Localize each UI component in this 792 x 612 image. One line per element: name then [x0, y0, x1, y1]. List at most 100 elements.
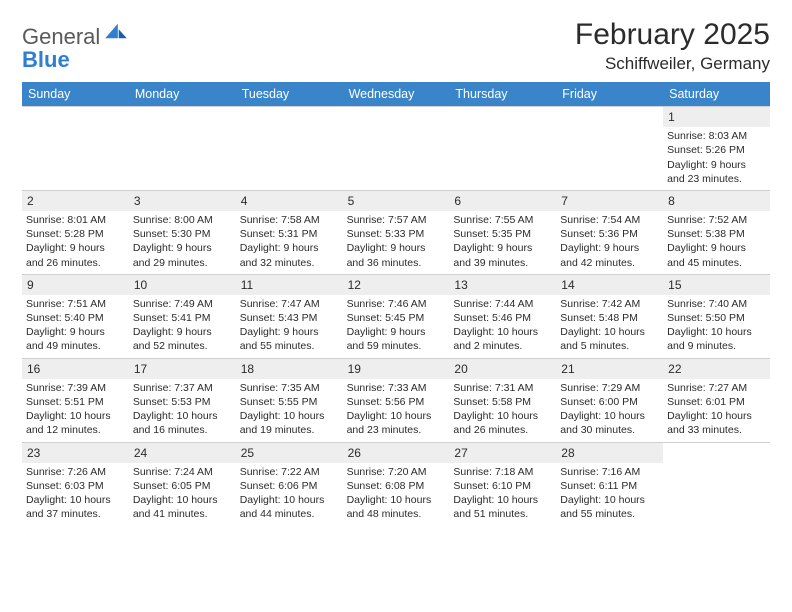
sunrise-text: Sunrise: 7:39 AM [26, 381, 125, 395]
month-title: February 2025 [575, 18, 770, 52]
sunrise-text: Sunrise: 7:29 AM [560, 381, 659, 395]
sunrise-text: Sunrise: 7:26 AM [26, 465, 125, 479]
calendar-cell: 4Sunrise: 7:58 AMSunset: 5:31 PMDaylight… [236, 190, 343, 274]
day-info: Sunrise: 7:35 AMSunset: 5:55 PMDaylight:… [240, 381, 339, 438]
day-number: 16 [22, 359, 129, 379]
day-number: 8 [663, 191, 770, 211]
calendar-cell: 19Sunrise: 7:33 AMSunset: 5:56 PMDayligh… [343, 358, 450, 442]
daylight-text: Daylight: 10 hours and 37 minutes. [26, 493, 125, 521]
day-number: 5 [343, 191, 450, 211]
calendar-cell: 9Sunrise: 7:51 AMSunset: 5:40 PMDaylight… [22, 274, 129, 358]
calendar-cell [129, 106, 236, 190]
sunset-text: Sunset: 5:30 PM [133, 227, 232, 241]
day-info: Sunrise: 7:49 AMSunset: 5:41 PMDaylight:… [133, 297, 232, 354]
sunset-text: Sunset: 6:05 PM [133, 479, 232, 493]
day-number: 18 [236, 359, 343, 379]
calendar-cell [663, 442, 770, 526]
day-number: 3 [129, 191, 236, 211]
daylight-text: Daylight: 10 hours and 19 minutes. [240, 409, 339, 437]
day-number: 13 [449, 275, 556, 295]
daylight-text: Daylight: 10 hours and 16 minutes. [133, 409, 232, 437]
day-number: 23 [22, 443, 129, 463]
weekday-label: Tuesday [236, 82, 343, 106]
daylight-text: Daylight: 10 hours and 12 minutes. [26, 409, 125, 437]
sunrise-text: Sunrise: 7:47 AM [240, 297, 339, 311]
sunrise-text: Sunrise: 7:54 AM [560, 213, 659, 227]
daylight-text: Daylight: 9 hours and 45 minutes. [667, 241, 766, 269]
sunset-text: Sunset: 6:01 PM [667, 395, 766, 409]
day-info: Sunrise: 7:20 AMSunset: 6:08 PMDaylight:… [347, 465, 446, 522]
day-info: Sunrise: 7:46 AMSunset: 5:45 PMDaylight:… [347, 297, 446, 354]
day-info: Sunrise: 7:54 AMSunset: 5:36 PMDaylight:… [560, 213, 659, 270]
calendar-cell: 16Sunrise: 7:39 AMSunset: 5:51 PMDayligh… [22, 358, 129, 442]
sunset-text: Sunset: 5:26 PM [667, 143, 766, 157]
weekday-label: Wednesday [343, 82, 450, 106]
sunset-text: Sunset: 5:45 PM [347, 311, 446, 325]
sunrise-text: Sunrise: 8:00 AM [133, 213, 232, 227]
day-info: Sunrise: 7:39 AMSunset: 5:51 PMDaylight:… [26, 381, 125, 438]
sunrise-text: Sunrise: 7:20 AM [347, 465, 446, 479]
calendar-cell: 20Sunrise: 7:31 AMSunset: 5:58 PMDayligh… [449, 358, 556, 442]
day-info: Sunrise: 7:40 AMSunset: 5:50 PMDaylight:… [667, 297, 766, 354]
weekday-label: Friday [556, 82, 663, 106]
day-info: Sunrise: 7:44 AMSunset: 5:46 PMDaylight:… [453, 297, 552, 354]
daylight-text: Daylight: 10 hours and 2 minutes. [453, 325, 552, 353]
day-info: Sunrise: 8:00 AMSunset: 5:30 PMDaylight:… [133, 213, 232, 270]
sunset-text: Sunset: 6:08 PM [347, 479, 446, 493]
weekday-label: Monday [129, 82, 236, 106]
daylight-text: Daylight: 10 hours and 33 minutes. [667, 409, 766, 437]
logo-word-2: Blue [22, 47, 70, 72]
calendar-cell: 26Sunrise: 7:20 AMSunset: 6:08 PMDayligh… [343, 442, 450, 526]
day-number: 4 [236, 191, 343, 211]
calendar-cell: 5Sunrise: 7:57 AMSunset: 5:33 PMDaylight… [343, 190, 450, 274]
sunrise-text: Sunrise: 8:03 AM [667, 129, 766, 143]
sunset-text: Sunset: 5:51 PM [26, 395, 125, 409]
day-number: 24 [129, 443, 236, 463]
day-info: Sunrise: 7:42 AMSunset: 5:48 PMDaylight:… [560, 297, 659, 354]
sunrise-text: Sunrise: 7:35 AM [240, 381, 339, 395]
sunset-text: Sunset: 5:35 PM [453, 227, 552, 241]
day-number: 11 [236, 275, 343, 295]
sunset-text: Sunset: 5:31 PM [240, 227, 339, 241]
calendar-cell [556, 106, 663, 190]
day-number: 17 [129, 359, 236, 379]
sunrise-text: Sunrise: 7:44 AM [453, 297, 552, 311]
day-number: 2 [22, 191, 129, 211]
day-info: Sunrise: 7:18 AMSunset: 6:10 PMDaylight:… [453, 465, 552, 522]
calendar-cell: 14Sunrise: 7:42 AMSunset: 5:48 PMDayligh… [556, 274, 663, 358]
day-number: 22 [663, 359, 770, 379]
daylight-text: Daylight: 10 hours and 44 minutes. [240, 493, 339, 521]
sunset-text: Sunset: 5:33 PM [347, 227, 446, 241]
daylight-text: Daylight: 9 hours and 42 minutes. [560, 241, 659, 269]
sunset-text: Sunset: 5:28 PM [26, 227, 125, 241]
sunset-text: Sunset: 5:38 PM [667, 227, 766, 241]
calendar-cell [449, 106, 556, 190]
sunset-text: Sunset: 5:56 PM [347, 395, 446, 409]
daylight-text: Daylight: 10 hours and 9 minutes. [667, 325, 766, 353]
day-number: 10 [129, 275, 236, 295]
header-row: General Blue February 2025 Schiffweiler,… [22, 18, 770, 74]
sunrise-text: Sunrise: 8:01 AM [26, 213, 125, 227]
location-label: Schiffweiler, Germany [575, 54, 770, 74]
daylight-text: Daylight: 10 hours and 26 minutes. [453, 409, 552, 437]
daylight-text: Daylight: 9 hours and 39 minutes. [453, 241, 552, 269]
sunrise-text: Sunrise: 7:55 AM [453, 213, 552, 227]
daylight-text: Daylight: 10 hours and 48 minutes. [347, 493, 446, 521]
day-info: Sunrise: 7:31 AMSunset: 5:58 PMDaylight:… [453, 381, 552, 438]
sunset-text: Sunset: 6:00 PM [560, 395, 659, 409]
sunset-text: Sunset: 5:50 PM [667, 311, 766, 325]
daylight-text: Daylight: 10 hours and 5 minutes. [560, 325, 659, 353]
weekday-label: Saturday [663, 82, 770, 106]
calendar-cell: 10Sunrise: 7:49 AMSunset: 5:41 PMDayligh… [129, 274, 236, 358]
calendar-cell [236, 106, 343, 190]
sunset-text: Sunset: 5:55 PM [240, 395, 339, 409]
sunset-text: Sunset: 5:43 PM [240, 311, 339, 325]
daylight-text: Daylight: 10 hours and 55 minutes. [560, 493, 659, 521]
calendar-cell: 18Sunrise: 7:35 AMSunset: 5:55 PMDayligh… [236, 358, 343, 442]
daylight-text: Daylight: 10 hours and 23 minutes. [347, 409, 446, 437]
sunrise-text: Sunrise: 7:52 AM [667, 213, 766, 227]
sunrise-text: Sunrise: 7:18 AM [453, 465, 552, 479]
daylight-text: Daylight: 9 hours and 29 minutes. [133, 241, 232, 269]
sunset-text: Sunset: 5:53 PM [133, 395, 232, 409]
calendar-cell: 23Sunrise: 7:26 AMSunset: 6:03 PMDayligh… [22, 442, 129, 526]
